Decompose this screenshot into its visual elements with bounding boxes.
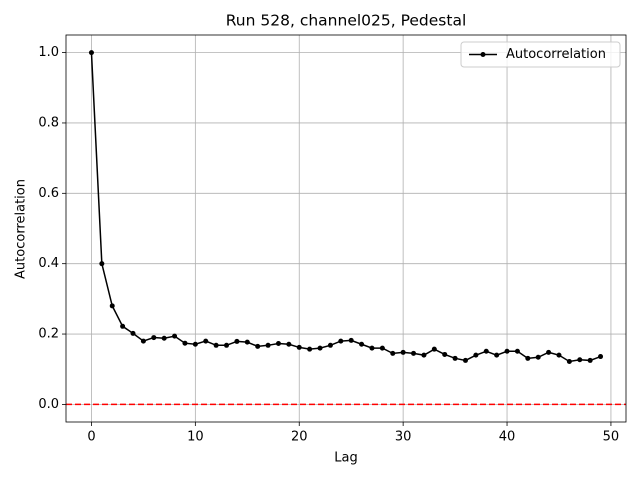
point	[514, 348, 520, 354]
point	[483, 348, 489, 354]
point	[400, 349, 406, 355]
point	[535, 354, 541, 360]
chart-title: Run 528, channel025, Pedestal	[226, 12, 467, 30]
point	[151, 335, 157, 341]
plot-frame	[65, 34, 627, 423]
point	[452, 355, 458, 361]
legend-box	[460, 41, 621, 68]
point	[546, 349, 552, 355]
point	[120, 323, 126, 329]
point	[255, 343, 261, 349]
x-tick-label: 50	[603, 430, 620, 445]
point	[109, 303, 115, 309]
point	[203, 338, 209, 344]
point	[338, 338, 344, 344]
point	[88, 50, 94, 56]
y-tick-label: 0.8	[38, 115, 59, 130]
point	[359, 341, 365, 347]
point	[462, 357, 468, 363]
y-axis-label: Autocorrelation	[14, 179, 29, 279]
point	[587, 357, 593, 363]
point	[390, 350, 396, 356]
point	[161, 335, 167, 341]
point	[411, 350, 417, 356]
point	[473, 352, 479, 358]
point	[525, 355, 531, 361]
point	[286, 341, 292, 347]
point	[192, 341, 198, 347]
x-tick-label: 40	[499, 430, 516, 445]
y-tick-label: 0.0	[38, 397, 59, 412]
point	[348, 337, 354, 343]
point	[265, 342, 271, 348]
point	[244, 339, 250, 345]
legend-label: Autocorrelation	[506, 47, 606, 62]
x-tick-label: 0	[87, 430, 95, 445]
point	[442, 351, 448, 357]
y-tick-label: 0.2	[38, 327, 59, 342]
point	[431, 346, 437, 352]
point	[172, 333, 178, 339]
point	[556, 352, 562, 358]
point	[182, 340, 188, 346]
point	[369, 345, 375, 351]
point	[317, 345, 323, 351]
point	[234, 338, 240, 344]
legend-marker	[480, 52, 486, 57]
point	[421, 352, 427, 358]
point	[275, 341, 281, 347]
x-tick-label: 20	[291, 430, 308, 445]
x-tick-label: 30	[395, 430, 412, 445]
y-tick-label: 0.6	[38, 186, 59, 201]
x-tick-label: 10	[187, 430, 204, 445]
point	[140, 338, 146, 344]
point	[577, 357, 583, 363]
point	[494, 352, 500, 358]
point	[99, 261, 105, 267]
point	[130, 330, 136, 336]
point	[379, 345, 385, 351]
point	[504, 348, 510, 354]
x-axis-label: Lag	[334, 451, 357, 466]
point	[213, 342, 219, 348]
y-tick-label: 0.4	[38, 256, 59, 271]
point	[224, 342, 230, 348]
point	[327, 342, 333, 348]
point	[296, 344, 302, 350]
y-tick-label: 1.0	[38, 45, 59, 60]
point	[566, 358, 572, 364]
point	[307, 346, 313, 352]
point	[598, 354, 604, 360]
